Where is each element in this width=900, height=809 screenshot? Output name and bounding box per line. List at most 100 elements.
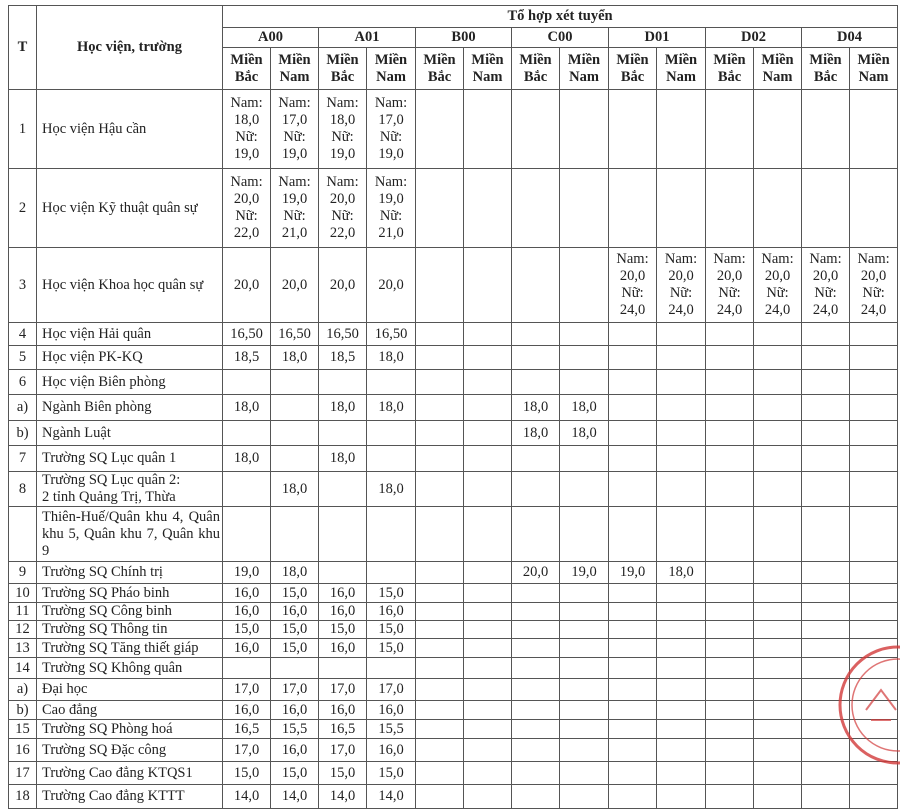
score-cell: 15,5 xyxy=(366,719,416,739)
school-name: Học viện Hậu cần xyxy=(36,89,223,169)
score-cell xyxy=(511,345,560,370)
subheader-south: Miền Nam xyxy=(559,47,609,90)
school-name: Trường SQ Lục quân 2: 2 tỉnh Quảng Trị, … xyxy=(36,471,223,507)
score-cell: 16,0 xyxy=(222,583,271,603)
table-row: 4 Học viện Hải quân 16,50 16,50 16,50 16,50 xyxy=(8,322,899,346)
score-cell: 16,0 xyxy=(270,700,319,720)
subheader-south: Miền Nam xyxy=(753,47,802,90)
table-row: 18 Trường Cao đẳng KTTT 14,0 14,0 14,0 14,0 xyxy=(8,784,899,809)
table-row: a) Ngành Biên phòng 18,0 18,0 18,0 18,0 18,0 xyxy=(8,394,899,421)
subheader-north: Miền Bắc xyxy=(415,47,464,90)
score-cell: 16,0 xyxy=(270,738,319,762)
table-row: 3 Học viện Khoa học quân sự 20,0 20,0 20,0 20… xyxy=(8,247,899,323)
score-cell xyxy=(705,168,754,248)
subheader-north: Miền Bắc xyxy=(801,47,850,90)
header-t: T xyxy=(8,5,37,90)
score-cell xyxy=(559,506,609,562)
score-cell: 17,0 xyxy=(222,678,271,701)
score-cell xyxy=(848,761,899,785)
row-index: 1 xyxy=(8,89,37,169)
table-row: 8 Trường SQ Lục quân 2: 2 tỉnh Quảng Trị,… xyxy=(8,471,899,507)
score-cell xyxy=(705,369,754,395)
score-cell xyxy=(559,89,609,169)
school-name: Trường Cao đẳng KTQS1 xyxy=(36,761,223,785)
score-cell: 15,0 xyxy=(270,761,319,785)
score-cell xyxy=(656,602,706,621)
score-cell xyxy=(608,784,657,809)
school-name: Trường SQ Không quân xyxy=(36,657,223,679)
score-cell xyxy=(848,620,899,639)
score-cell: 14,0 xyxy=(318,784,367,809)
score-cell xyxy=(656,445,706,472)
score-cell: 18,0 xyxy=(656,561,706,584)
row-index: 4 xyxy=(8,322,37,346)
score-cell xyxy=(705,506,754,562)
score-cell: 18,0 xyxy=(511,420,560,446)
score-cell xyxy=(318,420,367,446)
score-cell xyxy=(656,638,706,658)
score-cell xyxy=(415,345,464,370)
admission-score-table: T Học viện, trường Tổ hợp xét tuyển A00 A… xyxy=(8,5,899,809)
row-index: 9 xyxy=(8,561,37,584)
score-cell: 15,0 xyxy=(222,761,271,785)
score-cell xyxy=(753,506,802,562)
score-cell xyxy=(801,345,850,370)
score-cell xyxy=(608,471,657,507)
score-cell xyxy=(463,322,512,346)
score-cell xyxy=(608,678,657,701)
score-cell xyxy=(559,445,609,472)
score-cell xyxy=(705,761,754,785)
score-cell xyxy=(705,620,754,639)
group-header-c00: C00 xyxy=(511,27,609,48)
score-cell xyxy=(608,761,657,785)
score-cell xyxy=(753,583,802,603)
score-cell xyxy=(848,602,899,621)
score-cell xyxy=(848,369,899,395)
score-cell xyxy=(705,678,754,701)
score-cell xyxy=(753,445,802,472)
table-row: 1 Học viện Hậu cần Nam: 18,0 Nữ: 19,0 Nam: … xyxy=(8,89,899,169)
score-cell xyxy=(656,89,706,169)
score-cell xyxy=(608,583,657,603)
score-cell xyxy=(559,620,609,639)
score-cell xyxy=(511,471,560,507)
score-cell xyxy=(559,345,609,370)
score-cell: 15,0 xyxy=(270,620,319,639)
score-cell: Nam: 20,0 Nữ: 24,0 xyxy=(608,247,657,323)
score-cell: 16,0 xyxy=(318,638,367,658)
score-cell xyxy=(318,369,367,395)
score-cell xyxy=(463,678,512,701)
table-row: b) Cao đẳng 16,0 16,0 16,0 16,0 xyxy=(8,700,899,720)
score-cell: 16,0 xyxy=(222,602,271,621)
score-cell: 15,0 xyxy=(222,620,271,639)
score-cell: 16,50 xyxy=(366,322,416,346)
score-cell: 15,5 xyxy=(270,719,319,739)
score-cell xyxy=(705,638,754,658)
score-cell xyxy=(656,700,706,720)
school-name: Trường SQ Lục quân 1 xyxy=(36,445,223,472)
score-cell xyxy=(415,620,464,639)
score-cell: 16,0 xyxy=(366,602,416,621)
score-cell: 18,0 xyxy=(222,394,271,421)
score-cell: 16,5 xyxy=(222,719,271,739)
score-cell xyxy=(801,322,850,346)
score-cell xyxy=(415,583,464,603)
score-cell xyxy=(415,602,464,621)
score-cell xyxy=(463,345,512,370)
score-cell xyxy=(511,506,560,562)
score-cell xyxy=(705,322,754,346)
score-cell xyxy=(705,583,754,603)
score-cell xyxy=(656,784,706,809)
score-cell xyxy=(415,719,464,739)
score-cell xyxy=(511,678,560,701)
score-cell: 18,5 xyxy=(222,345,271,370)
school-name: Học viện Hải quân xyxy=(36,322,223,346)
score-cell xyxy=(608,345,657,370)
score-cell xyxy=(848,506,899,562)
score-cell xyxy=(608,620,657,639)
row-index: 14 xyxy=(8,657,37,679)
table-row: 7 Trường SQ Lục quân 1 18,0 18,0 xyxy=(8,445,899,472)
score-cell xyxy=(511,761,560,785)
score-cell xyxy=(318,506,367,562)
score-cell xyxy=(848,394,899,421)
